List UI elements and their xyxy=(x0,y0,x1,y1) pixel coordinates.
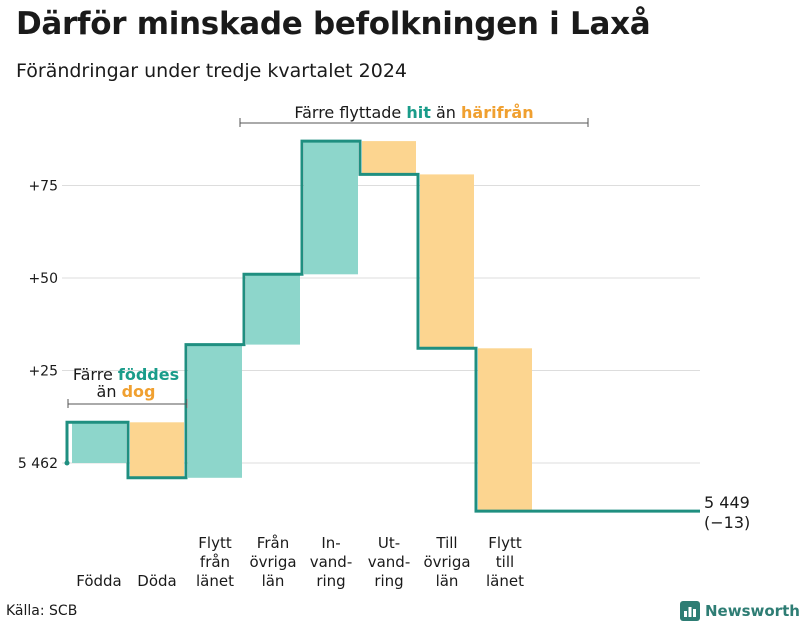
y-axis-labels: 5 462 +25 +50 +75 xyxy=(18,179,58,473)
x-tick-label: In-vand-ring xyxy=(310,534,353,590)
waterfall-bar xyxy=(304,141,358,275)
y-tick-label: +50 xyxy=(28,271,58,287)
waterfall-bar xyxy=(420,174,474,349)
step-line-path xyxy=(65,139,700,513)
waterfall-bar xyxy=(478,348,532,512)
waterfall-bar xyxy=(130,422,184,478)
left-annotation-prefix: Färre xyxy=(73,365,113,384)
x-tick-label: Flytt från länet xyxy=(196,534,234,590)
top-annotation-mid: än xyxy=(436,103,456,122)
end-change: (−13) xyxy=(704,513,750,532)
left-annotation-dog: dog xyxy=(122,382,156,401)
waterfall-bar xyxy=(72,422,126,463)
top-annotation-hit: hit xyxy=(406,103,431,122)
waterfall-bar xyxy=(188,344,242,478)
end-value: 5 449 xyxy=(704,493,750,512)
top-annotation-prefix: Färre flyttade xyxy=(294,103,401,122)
left-annotation: Färre föddes än dog xyxy=(67,365,188,408)
newsworthy-icon xyxy=(680,601,700,621)
left-annotation-line2: än dog xyxy=(97,382,156,401)
brand-name: Newsworthy xyxy=(705,602,800,620)
x-tick-label: Döda xyxy=(137,572,176,590)
brand-logo[interactable]: Newsworthy xyxy=(680,601,800,621)
step-line xyxy=(64,139,700,513)
waterfall-bar xyxy=(246,274,300,345)
waterfall-bar xyxy=(362,141,416,175)
left-annotation-an: än xyxy=(97,382,117,401)
left-annotation-foddes: föddes xyxy=(118,365,179,384)
top-annotation: Färre flyttade hit än härifrån xyxy=(239,103,589,127)
start-point xyxy=(64,460,70,466)
x-tick-label: Till övriga län xyxy=(423,534,470,590)
y-tick-label: +25 xyxy=(28,364,58,380)
chart-subtitle: Förändringar under tredje kvartalet 2024 xyxy=(16,60,408,82)
left-annotation-line1: Färre föddes xyxy=(73,365,179,384)
top-annotation-harifran: härifrån xyxy=(461,103,534,122)
y-tick-label: 5 462 xyxy=(18,456,58,472)
waterfall-bars xyxy=(72,141,532,512)
end-value-label: 5 449(−13) xyxy=(704,493,750,532)
top-annotation-text: Färre flyttade hit än härifrån xyxy=(294,103,533,122)
source-note: Källa: SCB xyxy=(6,603,78,619)
y-tick-label: +75 xyxy=(28,179,58,195)
x-tick-label: Ut-vand-ring xyxy=(368,534,411,590)
grid-lines xyxy=(62,185,700,464)
x-tick-label: Från övriga län xyxy=(249,534,296,590)
x-tick-label: Flytt till länet xyxy=(486,534,524,590)
x-tick-label: Födda xyxy=(76,572,122,590)
chart-title: Därför minskade befolkningen i Laxå xyxy=(16,6,651,42)
x-axis-labels: Födda Döda Flytt från länet Från övriga län In-v… xyxy=(76,534,524,590)
